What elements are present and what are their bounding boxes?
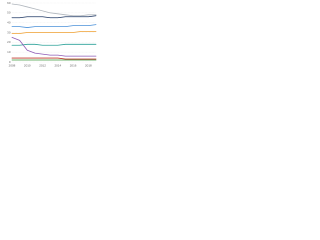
y-tick-label: 30 (7, 30, 11, 34)
y-tick-label: 10 (7, 50, 11, 54)
series-line (11, 43, 97, 46)
series-line (11, 31, 97, 34)
series-line (11, 24, 97, 28)
series-line (11, 3, 97, 17)
y-tick-label: 60 (7, 1, 11, 5)
x-tick-label: 2014 (54, 63, 61, 67)
x-tick-label: 2010 (24, 63, 31, 67)
series-line (11, 15, 97, 19)
x-tick-label: 2018 (85, 63, 92, 67)
page: {"chart_data": {"type": "line", "categor… (0, 0, 100, 71)
x-tick-label: 2008 (9, 63, 16, 67)
x-tick-label: 2012 (39, 63, 46, 67)
y-tick-label: 0 (9, 60, 11, 64)
y-tick-label: 40 (7, 20, 11, 24)
series-line (11, 37, 97, 57)
y-tick-label: 20 (7, 40, 11, 44)
x-tick-label: 2016 (70, 63, 77, 67)
y-tick-label: 50 (7, 11, 11, 15)
series-line (11, 57, 97, 60)
chart: 0 10 20 30 40 50 60 2008 2010 2012 2014 2016 2018 (7, 1, 97, 67)
